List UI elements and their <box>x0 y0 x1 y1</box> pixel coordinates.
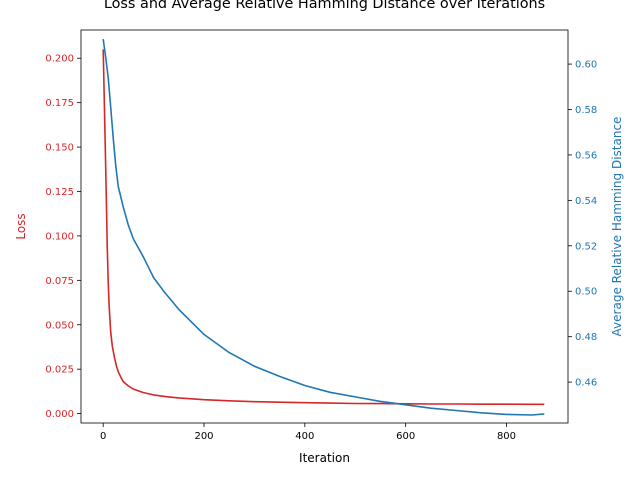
y-right-tick-label: 0.58 <box>575 105 597 116</box>
y-left-tick-label: 0.175 <box>45 98 74 109</box>
x-tick-label: 0 <box>100 431 106 442</box>
y-left-tick-label: 0.150 <box>45 143 74 154</box>
y-right-tick-label: 0.50 <box>575 287 597 298</box>
y-axis-left: 0.000 0.025 0.050 0.075 0.100 0.125 0.150 0.175… <box>45 54 81 420</box>
chart-title: Loss and Average Relative Hamming Distan… <box>104 0 545 12</box>
y-right-tick-label: 0.48 <box>575 332 597 343</box>
x-tick-label: 800 <box>497 431 516 442</box>
y-axis-left-label: Loss <box>14 213 28 239</box>
x-axis: 0 200 400 600 800 <box>100 423 516 442</box>
y-left-tick-label: 0.100 <box>45 231 74 242</box>
x-axis-label: Iteration <box>299 451 350 465</box>
y-left-tick-label: 0.050 <box>45 320 74 331</box>
y-axis-right: 0.46 0.48 0.50 0.52 0.54 0.56 0.58 0.60 <box>568 60 597 389</box>
y-right-tick-label: 0.52 <box>575 241 597 252</box>
series-line-hamming-distance <box>102 38 545 416</box>
x-tick-label: 600 <box>396 431 415 442</box>
y-left-tick-label: 0.125 <box>45 187 74 198</box>
x-tick-label: 400 <box>295 431 314 442</box>
series-line-loss <box>102 49 545 406</box>
y-right-tick-label: 0.54 <box>575 196 597 207</box>
plot-lines <box>102 38 545 416</box>
y-right-tick-label: 0.56 <box>575 150 597 161</box>
y-left-tick-label: 0.025 <box>45 365 74 376</box>
y-right-tick-label: 0.60 <box>575 60 597 71</box>
y-axis-right-label: Average Relative Hamming Distance <box>610 117 624 337</box>
x-tick-label: 200 <box>194 431 213 442</box>
y-left-tick-label: 0.200 <box>45 54 74 65</box>
y-left-tick-label: 0.000 <box>45 409 74 420</box>
plot-frame <box>80 29 569 424</box>
y-left-tick-label: 0.075 <box>45 276 74 287</box>
y-right-tick-label: 0.46 <box>575 378 597 389</box>
